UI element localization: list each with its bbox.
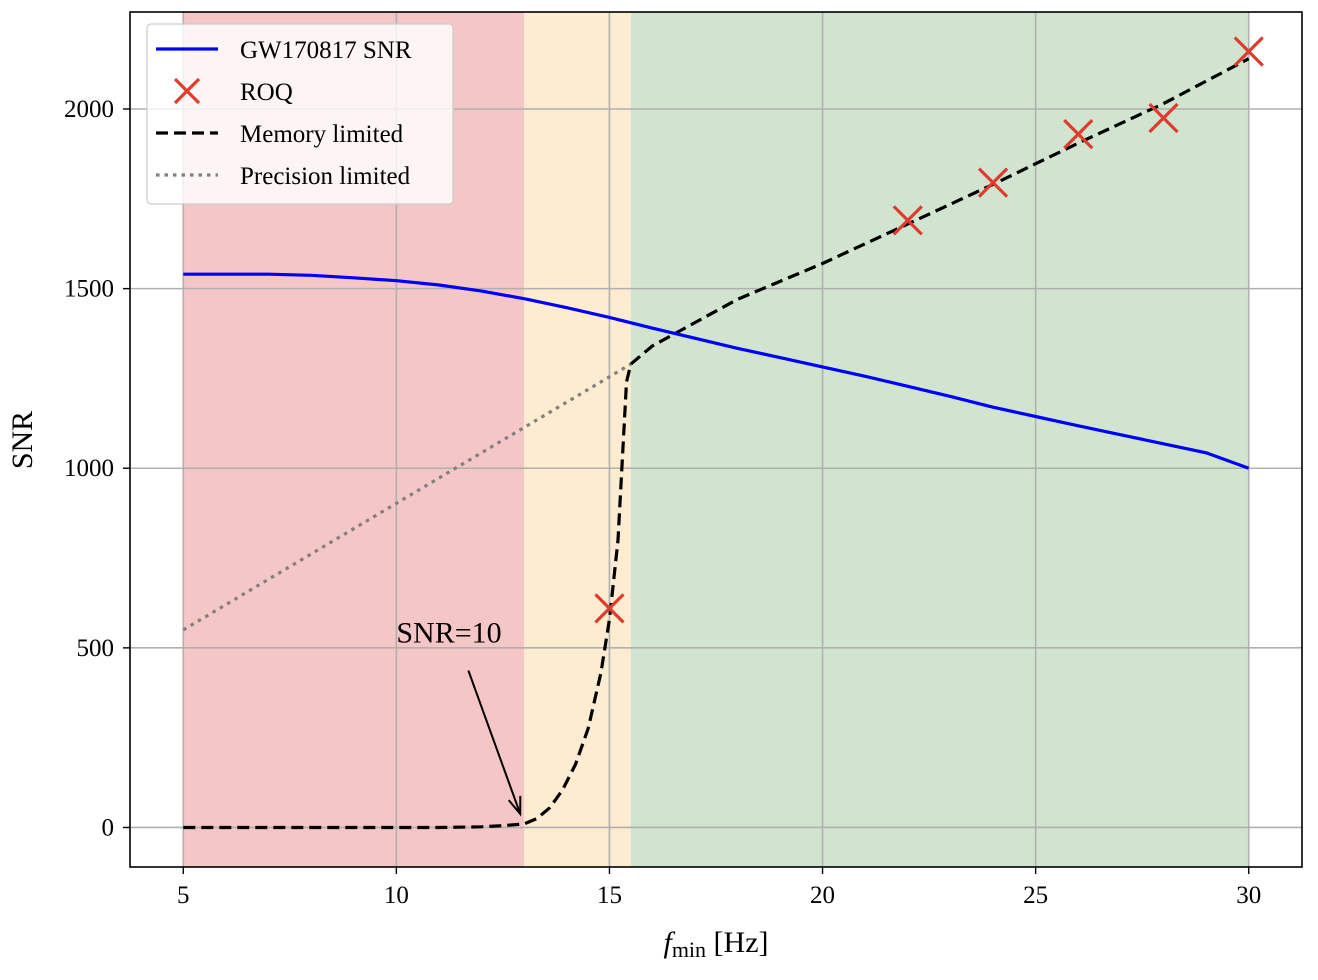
legend: GW170817 SNR ROQ Memory limited Precision l… <box>146 23 454 205</box>
y-tick-label: 1000 <box>64 455 114 482</box>
roq-point <box>1063 119 1094 150</box>
region-2 <box>630 12 1249 867</box>
series-gw170817-snr <box>183 272 1250 470</box>
x-tick-label: 25 <box>1023 882 1048 909</box>
y-tick-label: 0 <box>102 814 115 841</box>
legend-label: Memory limited <box>240 121 404 148</box>
y-tick-label: 500 <box>77 635 115 662</box>
roq-point <box>594 593 625 624</box>
x-axis-label: fmin [Hz] <box>663 926 768 962</box>
plot-frame <box>129 11 1303 868</box>
snr-annotation: SNR=10 <box>396 616 522 817</box>
roq-markers <box>594 36 1264 624</box>
x-tick-label: 10 <box>384 882 409 909</box>
series-precision-limited <box>182 362 632 632</box>
annotation-text: SNR=10 <box>396 616 501 649</box>
annotation-arrow <box>467 670 522 815</box>
roq-point <box>977 167 1009 198</box>
roq-point <box>892 205 923 236</box>
x-tick-label: 5 <box>177 882 190 909</box>
y-tick-label: 1500 <box>64 276 114 303</box>
x-tick-label: 20 <box>810 882 835 909</box>
legend-label: Precision limited <box>240 163 411 190</box>
roq-point <box>1148 102 1179 134</box>
y-axis-ticks: 0 500 1000 1500 2000 <box>64 96 130 841</box>
legend-swatch-roq <box>173 77 201 105</box>
x-axis-ticks: 5 10 15 20 25 30 <box>177 867 1261 909</box>
region-1 <box>524 12 631 867</box>
roq-point <box>1233 36 1264 67</box>
x-tick-label: 15 <box>597 882 622 909</box>
series-memory-limited <box>183 57 1250 830</box>
legend-label: ROQ <box>240 79 293 106</box>
legend-box <box>146 23 454 205</box>
y-tick-label: 2000 <box>64 96 114 123</box>
y-axis-label: SNR <box>6 411 39 469</box>
x-tick-label: 30 <box>1236 882 1261 909</box>
annotation-arrowhead <box>507 795 522 817</box>
series-layer <box>182 57 1250 830</box>
legend-label: GW170817 SNR <box>240 37 412 64</box>
